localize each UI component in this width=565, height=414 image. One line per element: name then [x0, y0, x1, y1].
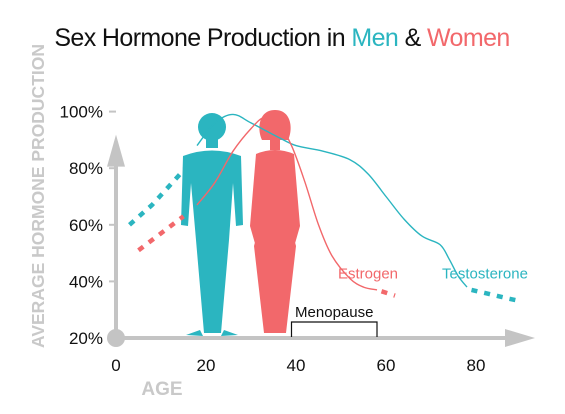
x-tick-label: 0	[111, 356, 120, 375]
chart-title: Sex Hormone Production in Men & Women	[54, 24, 509, 52]
y-tick-label: 20%	[69, 329, 103, 348]
x-tick-label: 40	[287, 356, 306, 375]
lines-layer	[128, 113, 522, 304]
x-axis-title: AGE	[141, 379, 182, 400]
menopause-label: Menopause	[295, 304, 373, 321]
y-tick-label: 60%	[69, 216, 103, 235]
y-axis-title: AVERAGE HORMONE PRODUCTION	[28, 44, 48, 348]
testosterone-series	[128, 113, 522, 304]
title-men: Men	[351, 24, 398, 52]
menopause-annotation: Menopause	[290, 304, 378, 337]
x-tick-label: 60	[377, 356, 396, 375]
y-tick-label: 80%	[69, 159, 103, 178]
x-tick-label: 20	[197, 356, 216, 375]
testosterone-label: Testosterone	[442, 266, 528, 283]
estrogen-dotted-start	[137, 214, 185, 253]
testosterone-dotted-end	[470, 287, 522, 304]
estrogen-dotted-end	[380, 289, 396, 298]
x-axis-arrow	[505, 329, 535, 347]
estrogen-label: Estrogen	[338, 266, 398, 283]
title-women: Women	[427, 24, 510, 52]
title-joiner: &	[398, 24, 427, 52]
title-prefix: Sex Hormone Production in	[54, 24, 351, 52]
x-ticks: 0 20 40 60 80	[111, 356, 485, 375]
testosterone-line	[196, 113, 468, 288]
man-silhouette	[181, 113, 243, 336]
y-tick-label: 40%	[69, 272, 103, 291]
y-axis-arrow	[107, 134, 125, 167]
axes	[107, 134, 535, 347]
estrogen-series	[137, 116, 396, 298]
woman-silhouette	[250, 110, 300, 333]
menopause-bracket	[290, 321, 378, 337]
estrogen-line	[196, 116, 378, 291]
y-tick-label: 100%	[60, 103, 103, 122]
x-tick-label: 80	[467, 356, 486, 375]
testosterone-dotted-start	[128, 163, 190, 227]
y-ticks: 20% 40% 60% 80% 100%	[60, 103, 116, 348]
